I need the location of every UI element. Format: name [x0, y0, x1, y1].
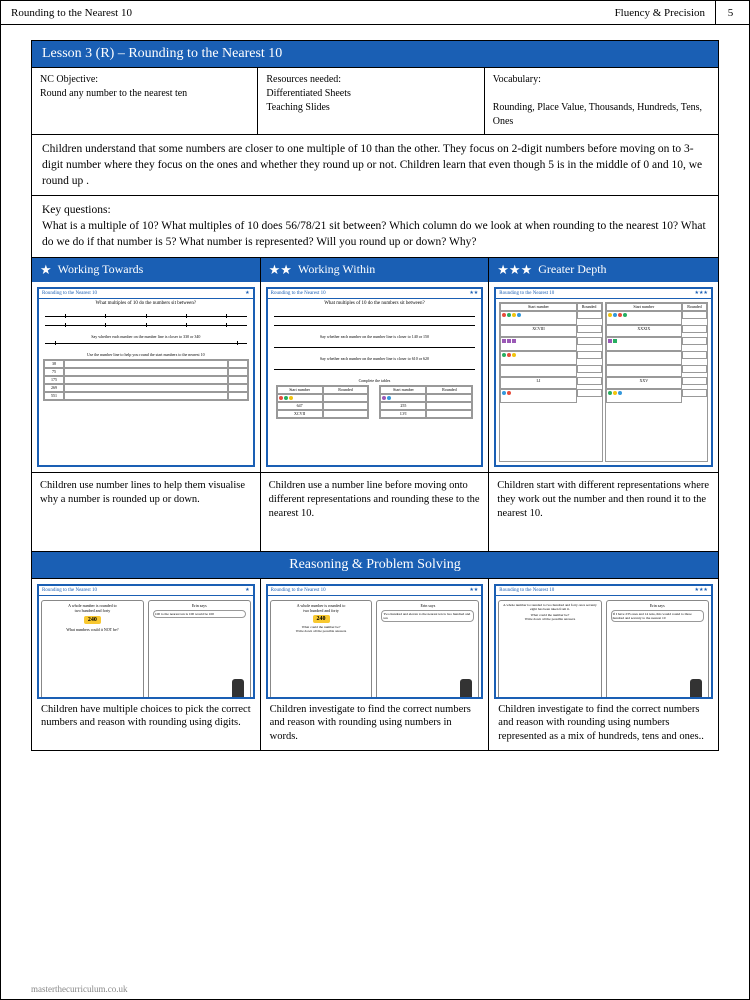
within-desc-cell: Children use a number line before moving… [261, 473, 490, 551]
header-title-left: Rounding to the Nearest 10 [1, 7, 615, 19]
resources-text: Differentiated Sheets Teaching Slides [266, 87, 475, 115]
thumb-box: Rounding to the Nearest 10★★ What multip… [266, 287, 484, 467]
page: Rounding to the Nearest 10 Fluency & Pre… [0, 0, 750, 1000]
content-area: Lesson 3 (R) – Rounding to the Nearest 1… [1, 25, 749, 751]
vocab-text: Rounding, Place Value, Thousands, Hundre… [493, 101, 710, 129]
rps-header: Reasoning & Problem Solving [32, 552, 718, 579]
depth-desc-cell: Children start with different representa… [489, 473, 718, 551]
towards-desc-cell: Children use number lines to help them v… [32, 473, 261, 551]
rps-thumb-3: Rounding to the Nearest 10★★★ A whole nu… [494, 584, 713, 699]
rps-desc-1: Children have multiple choices to pick t… [37, 701, 255, 732]
info-row: NC Objective: Round any number to the ne… [32, 68, 718, 135]
header-title-right: Fluency & Precision 5 [615, 1, 749, 25]
towards-header: ★ Working Towards [32, 258, 260, 282]
thumb-box: Rounding to the Nearest 10★★★ Start numb… [494, 287, 713, 467]
key-questions-row: Key questions: What is a multiple of 10?… [32, 196, 718, 257]
vocab-cell: Vocabulary: Rounding, Place Value, Thous… [485, 68, 718, 134]
level-depth: ★★★ Greater Depth Rounding to the Neares… [489, 258, 718, 472]
objective-cell: NC Objective: Round any number to the ne… [32, 68, 258, 134]
depth-desc: Children start with different representa… [489, 473, 718, 551]
level-towards: ★ Working Towards Rounding to the Neares… [32, 258, 261, 472]
star-icon: ★ [40, 262, 52, 278]
rps-thumb-2: Rounding to the Nearest 10★★ A whole num… [266, 584, 484, 699]
key-q-label: Key questions: [42, 202, 708, 218]
lesson-box: Lesson 3 (R) – Rounding to the Nearest 1… [31, 40, 719, 751]
rps-thumb-1: Rounding to the Nearest 10★ A whole numb… [37, 584, 255, 699]
star-icon: ★★★ [497, 262, 532, 278]
towards-thumb: Rounding to the Nearest 10★ What multipl… [32, 282, 260, 472]
star-icon: ★★ [269, 262, 292, 278]
rps-desc-3: Children investigate to find the correct… [494, 701, 713, 746]
rps-desc-2: Children investigate to find the correct… [266, 701, 484, 746]
lesson-title: Lesson 3 (R) – Rounding to the Nearest 1… [32, 41, 718, 68]
key-q-text: What is a multiple of 10? What multiples… [42, 218, 708, 250]
rps-cell-1: Rounding to the Nearest 10★ A whole numb… [32, 579, 261, 751]
depth-header: ★★★ Greater Depth [489, 258, 718, 282]
page-header: Rounding to the Nearest 10 Fluency & Pre… [1, 1, 749, 25]
resources-cell: Resources needed: Differentiated Sheets … [258, 68, 484, 134]
description-row: Children understand that some numbers ar… [32, 135, 718, 196]
depth-label: Greater Depth [538, 262, 606, 277]
within-header: ★★ Working Within [261, 258, 489, 282]
resources-label: Resources needed: [266, 73, 475, 87]
objective-text: Round any number to the nearest ten [40, 87, 249, 101]
within-label: Working Within [298, 262, 375, 277]
footer-url: masterthecurriculum.co.uk [31, 984, 127, 994]
rps-cell-3: Rounding to the Nearest 10★★★ A whole nu… [489, 579, 718, 751]
within-desc: Children use a number line before moving… [261, 473, 489, 551]
thumb-box: Rounding to the Nearest 10★ What multipl… [37, 287, 255, 467]
rps-row: Rounding to the Nearest 10★ A whole numb… [32, 579, 718, 751]
level-within: ★★ Working Within Rounding to the Neares… [261, 258, 490, 472]
header-right-text: Fluency & Precision [615, 7, 705, 19]
vocab-label: Vocabulary: [493, 73, 710, 87]
level-descs: Children use number lines to help them v… [32, 473, 718, 552]
towards-desc: Children use number lines to help them v… [32, 473, 260, 551]
level-headers: ★ Working Towards Rounding to the Neares… [32, 258, 718, 473]
towards-label: Working Towards [58, 262, 144, 277]
objective-label: NC Objective: [40, 73, 249, 87]
rps-cell-2: Rounding to the Nearest 10★★ A whole num… [261, 579, 490, 751]
page-number: 5 [715, 1, 745, 25]
depth-thumb: Rounding to the Nearest 10★★★ Start numb… [489, 282, 718, 472]
within-thumb: Rounding to the Nearest 10★★ What multip… [261, 282, 489, 472]
